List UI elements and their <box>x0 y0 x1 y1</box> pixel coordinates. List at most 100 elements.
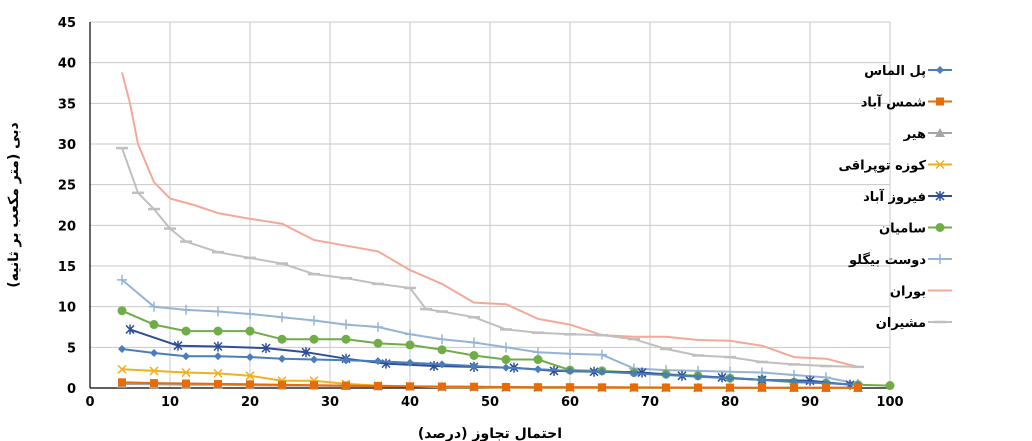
data-point <box>405 340 415 350</box>
data-point <box>214 352 222 361</box>
data-point <box>125 324 135 335</box>
data-point <box>501 355 511 365</box>
x-tick-label: 50 <box>481 395 499 410</box>
data-point <box>470 362 478 371</box>
x-tick-label: 60 <box>561 395 579 410</box>
data-point <box>790 383 798 392</box>
legend-label: کوزه توپراقی <box>838 159 926 174</box>
legend: پل الماس شمس آباد هیر کوزه توپراقی فیروز آبا… <box>838 64 952 331</box>
data-point <box>182 379 190 388</box>
data-point <box>173 340 183 351</box>
data-point <box>214 379 222 388</box>
data-point <box>470 382 478 391</box>
data-point <box>885 381 895 391</box>
x-tick-labels: 0 10 20 30 40 50 60 70 80 90 100 <box>85 395 903 410</box>
data-point <box>213 306 223 317</box>
legend-label: شمس آباد <box>861 94 926 111</box>
data-point <box>181 326 191 336</box>
data-point <box>438 382 446 391</box>
data-point <box>854 383 862 392</box>
legend-marker <box>935 128 945 137</box>
legend-label: بوران <box>890 285 926 300</box>
data-point <box>566 366 574 375</box>
data-point <box>309 334 319 344</box>
data-point <box>118 378 126 387</box>
legend-label: مشیران <box>876 316 926 331</box>
data-point <box>149 320 159 330</box>
x-tick-label: 10 <box>161 395 179 410</box>
legend-item: مشیران <box>876 316 952 331</box>
data-point <box>342 356 350 365</box>
legend-item: کوزه توپراقی <box>838 159 952 174</box>
series-line <box>121 72 859 368</box>
data-point <box>118 344 126 353</box>
data-point <box>245 371 255 381</box>
data-point <box>341 319 351 330</box>
data-point <box>502 363 510 372</box>
data-point <box>373 338 383 348</box>
data-point <box>117 306 127 316</box>
data-point <box>181 304 191 315</box>
data-point <box>437 334 447 345</box>
data-point <box>662 383 670 392</box>
data-point <box>637 367 647 378</box>
series-line <box>121 279 859 385</box>
x-tick-label: 90 <box>801 395 819 410</box>
x-tick-label: 80 <box>721 395 739 410</box>
data-point <box>565 348 575 359</box>
data-point <box>213 326 223 336</box>
y-tick-label: 0 <box>67 382 76 397</box>
data-point <box>310 381 318 390</box>
legend-label: پل الماس <box>864 64 926 79</box>
x-axis-title: احتمال تجاوز (درصد) <box>418 426 562 441</box>
x-tick-label: 30 <box>321 395 339 410</box>
data-point <box>341 334 351 344</box>
data-point <box>310 355 318 364</box>
x-tick-label: 20 <box>241 395 259 410</box>
data-point <box>566 383 574 392</box>
data-point <box>246 380 254 389</box>
legend-item: بوران <box>890 285 952 300</box>
data-point <box>790 377 798 386</box>
data-point <box>309 315 319 326</box>
data-point <box>278 354 286 363</box>
data-point <box>373 322 383 332</box>
y-axis-title: دبی (متر مکعب بر ثانیه) <box>6 122 22 287</box>
legend-marker <box>935 191 945 201</box>
data-point <box>374 357 382 366</box>
y-tick-label: 30 <box>58 138 76 153</box>
legend-label: سامیان <box>879 222 926 237</box>
legend-item: سامیان <box>879 222 952 237</box>
legend-item: دوست بیگلو <box>848 252 952 268</box>
data-point <box>630 383 638 392</box>
data-point <box>726 383 734 392</box>
legend-label: فیروز آباد <box>863 188 926 205</box>
y-tick-label: 10 <box>58 301 76 316</box>
data-point <box>117 364 127 374</box>
series-1 <box>118 344 862 389</box>
data-point <box>117 274 127 285</box>
data-point <box>245 308 255 319</box>
data-point <box>342 381 350 390</box>
data-point <box>694 383 702 392</box>
data-point <box>598 367 606 376</box>
legend-label: هیر <box>903 127 926 142</box>
data-point <box>694 372 702 381</box>
y-tick-label: 5 <box>67 341 76 356</box>
y-tick-label: 40 <box>58 57 76 72</box>
data-point <box>301 347 311 358</box>
data-point <box>822 383 830 392</box>
data-point <box>726 374 734 383</box>
data-point <box>437 345 447 355</box>
y-tick-labels: 0 5 10 15 20 25 30 35 40 45 <box>58 16 76 397</box>
y-tick-label: 35 <box>58 97 76 112</box>
data-point <box>149 301 159 312</box>
data-point <box>261 343 271 354</box>
data-point <box>374 381 382 390</box>
data-point <box>213 368 223 378</box>
y-tick-label: 25 <box>58 179 76 194</box>
data-point <box>533 355 543 365</box>
data-point <box>246 353 254 362</box>
data-point <box>405 329 415 340</box>
data-point <box>502 383 510 392</box>
